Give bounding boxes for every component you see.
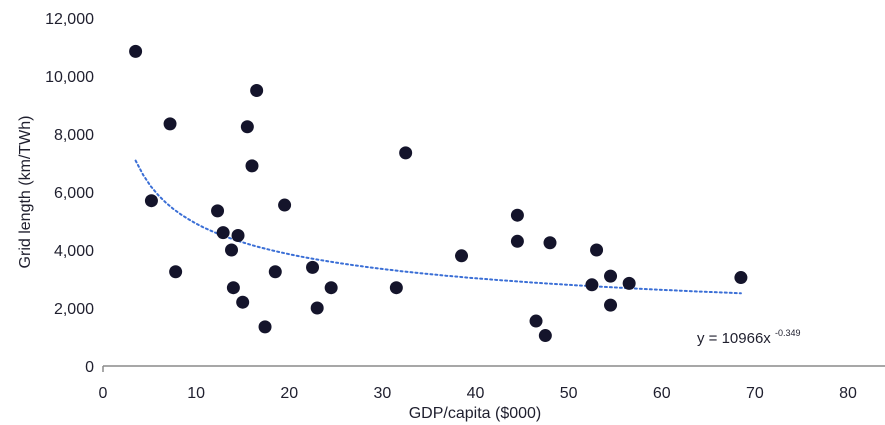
y-tick-label: 10,000 <box>45 69 94 86</box>
data-point <box>236 295 250 309</box>
x-tick-label: 80 <box>839 385 857 402</box>
x-tick-label: 20 <box>280 385 298 402</box>
y-tick-label: 12,000 <box>45 11 94 28</box>
data-point <box>240 120 254 134</box>
data-point <box>144 194 158 208</box>
x-axis-title: GDP/capita ($000) <box>409 405 542 422</box>
data-point <box>306 260 320 274</box>
data-point <box>604 269 618 283</box>
equation-exponent: -0.349 <box>775 328 801 338</box>
data-point <box>590 243 604 257</box>
y-axis-title: Grid length (km/TWh) <box>17 116 34 269</box>
y-tick-label: 8,000 <box>54 127 94 144</box>
data-point <box>245 159 259 173</box>
x-tick-label: 0 <box>99 385 108 402</box>
data-point <box>399 146 413 160</box>
data-point <box>538 329 552 343</box>
data-point <box>543 236 557 250</box>
trendline-group <box>134 159 742 295</box>
data-point <box>216 226 230 240</box>
x-tick-label: 10 <box>187 385 205 402</box>
x-tick-label: 60 <box>653 385 671 402</box>
data-point <box>169 265 183 279</box>
x-tick-label: 30 <box>373 385 391 402</box>
trendline <box>134 159 742 295</box>
data-point <box>604 298 618 312</box>
equation-base: y = 10966x <box>697 330 771 347</box>
data-point <box>226 281 240 295</box>
data-point <box>278 198 292 212</box>
data-point <box>268 265 282 279</box>
y-tick-label: 0 <box>85 359 94 376</box>
data-point <box>211 204 225 218</box>
data-point <box>622 276 636 290</box>
trendline-equation: y = 10966x -0.349 <box>697 328 801 347</box>
data-point <box>250 84 264 97</box>
y-tick-label: 4,000 <box>54 243 94 260</box>
y-tick-label: 6,000 <box>54 185 94 202</box>
x-tick-label: 40 <box>467 385 485 402</box>
data-point <box>324 281 338 295</box>
data-point <box>529 314 543 328</box>
x-tick-label: 70 <box>746 385 764 402</box>
data-point <box>129 44 143 58</box>
data-point <box>310 301 324 315</box>
axes <box>102 365 885 372</box>
x-tick-labels: 0 10 20 30 40 50 60 70 80 <box>99 385 857 402</box>
data-point <box>510 234 524 248</box>
data-point <box>258 320 272 334</box>
data-point <box>389 281 403 295</box>
data-points <box>129 44 748 343</box>
y-tick-labels: 0 2,000 4,000 6,000 8,000 10,000 12,000 <box>45 11 94 376</box>
data-point <box>231 229 245 242</box>
x-tick-label: 50 <box>560 385 578 402</box>
data-point <box>585 278 599 292</box>
data-point <box>734 271 748 285</box>
y-tick-label: 2,000 <box>54 301 94 318</box>
data-point <box>510 208 524 222</box>
data-point <box>225 243 239 257</box>
data-point <box>163 117 177 131</box>
data-point <box>455 249 469 263</box>
